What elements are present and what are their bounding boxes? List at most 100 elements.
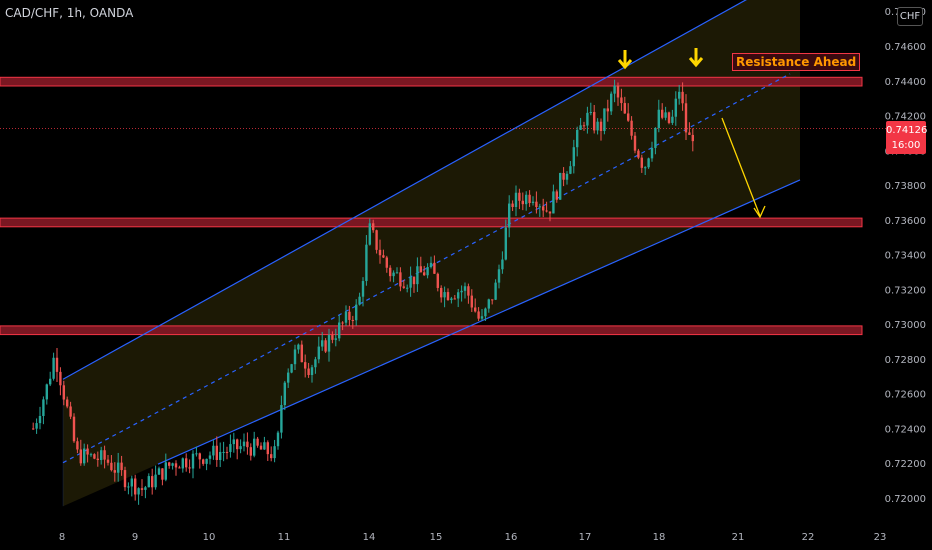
candle-body (164, 462, 167, 480)
candle (382, 249, 385, 259)
currency-badge[interactable]: CHF (897, 7, 923, 26)
candle-body (93, 454, 96, 459)
arrow-head (688, 57, 704, 68)
candle (654, 127, 657, 155)
candle (198, 452, 201, 469)
y-tick-label: 0.72400 (885, 424, 926, 435)
candle-body (185, 458, 188, 468)
y-tick-label: 0.74400 (885, 77, 926, 88)
candle-body (66, 399, 69, 407)
candle-body (344, 311, 348, 323)
candle (256, 436, 259, 448)
candle (511, 200, 514, 212)
candle-body (389, 267, 392, 277)
candle (93, 453, 96, 460)
candle (205, 458, 208, 471)
candle-body (307, 368, 310, 376)
candle-body (113, 470, 116, 473)
candle (623, 96, 626, 114)
current-price-value: 0.74126 (886, 125, 928, 136)
candle-body (494, 282, 497, 300)
candle (314, 356, 317, 374)
x-tick-label: 16 (505, 532, 518, 543)
candle (599, 118, 603, 141)
candle (137, 487, 140, 505)
candle (688, 122, 691, 135)
candle (647, 157, 650, 169)
x-tick-label: 18 (653, 532, 666, 543)
candle (307, 362, 310, 378)
candle-body (678, 91, 681, 99)
candle-body (650, 147, 654, 159)
candle-body (664, 112, 667, 118)
candle (470, 289, 473, 313)
candle (661, 103, 664, 120)
candle-body (542, 206, 545, 211)
candle-body (110, 462, 113, 471)
candle (606, 99, 609, 122)
candle-body (317, 346, 320, 360)
candle (338, 315, 341, 342)
candle-body (620, 97, 623, 104)
candle-body (606, 108, 609, 112)
candle-body (518, 192, 521, 201)
candle-body (134, 478, 137, 495)
resistance-ahead-text: Resistance Ahead (736, 55, 857, 69)
x-tick-label: 14 (363, 532, 376, 543)
candle-body (569, 166, 572, 174)
candle-body (457, 292, 460, 299)
candle (290, 363, 293, 374)
candle-body (671, 116, 674, 123)
candle-body (290, 364, 293, 373)
candle-body (630, 120, 633, 136)
candle (161, 468, 164, 486)
candle (106, 455, 110, 466)
candle-body (327, 335, 331, 352)
candle (229, 434, 232, 458)
candle (202, 458, 205, 466)
candle (416, 257, 419, 292)
candle (174, 460, 178, 476)
candle (562, 167, 565, 187)
candle-body (195, 453, 198, 455)
candle (630, 116, 633, 140)
candle-body (361, 281, 365, 297)
candle (297, 343, 300, 354)
candle-body (127, 486, 130, 488)
candle (35, 418, 38, 434)
candle (348, 305, 351, 326)
candle (684, 94, 688, 140)
candle (361, 277, 365, 307)
candle (650, 141, 654, 162)
candle-body (474, 307, 477, 312)
candle (681, 82, 684, 111)
candle-body (222, 451, 225, 453)
candle-body (576, 129, 579, 148)
candle (480, 309, 484, 321)
candle-body (242, 441, 246, 447)
candle-body (382, 255, 385, 258)
candle (501, 251, 504, 274)
candle-body (202, 459, 205, 464)
candle (181, 457, 184, 473)
candle (300, 340, 303, 363)
candle (358, 292, 361, 306)
candle (52, 352, 55, 381)
candle-body (446, 292, 450, 301)
x-tick-label: 23 (874, 532, 887, 543)
candle (579, 117, 582, 131)
candle-body (96, 458, 99, 461)
candle-body (100, 450, 103, 461)
candle (487, 298, 490, 313)
y-tick-label: 0.72600 (885, 390, 926, 401)
candle-body (545, 210, 548, 212)
candle (453, 295, 456, 300)
candle (586, 106, 589, 134)
candle-body (450, 298, 453, 301)
arrow-down-icon (617, 50, 633, 70)
candle-body (491, 299, 494, 301)
candle (103, 445, 106, 469)
x-tick-label: 9 (132, 532, 138, 543)
candle-body (83, 448, 86, 464)
